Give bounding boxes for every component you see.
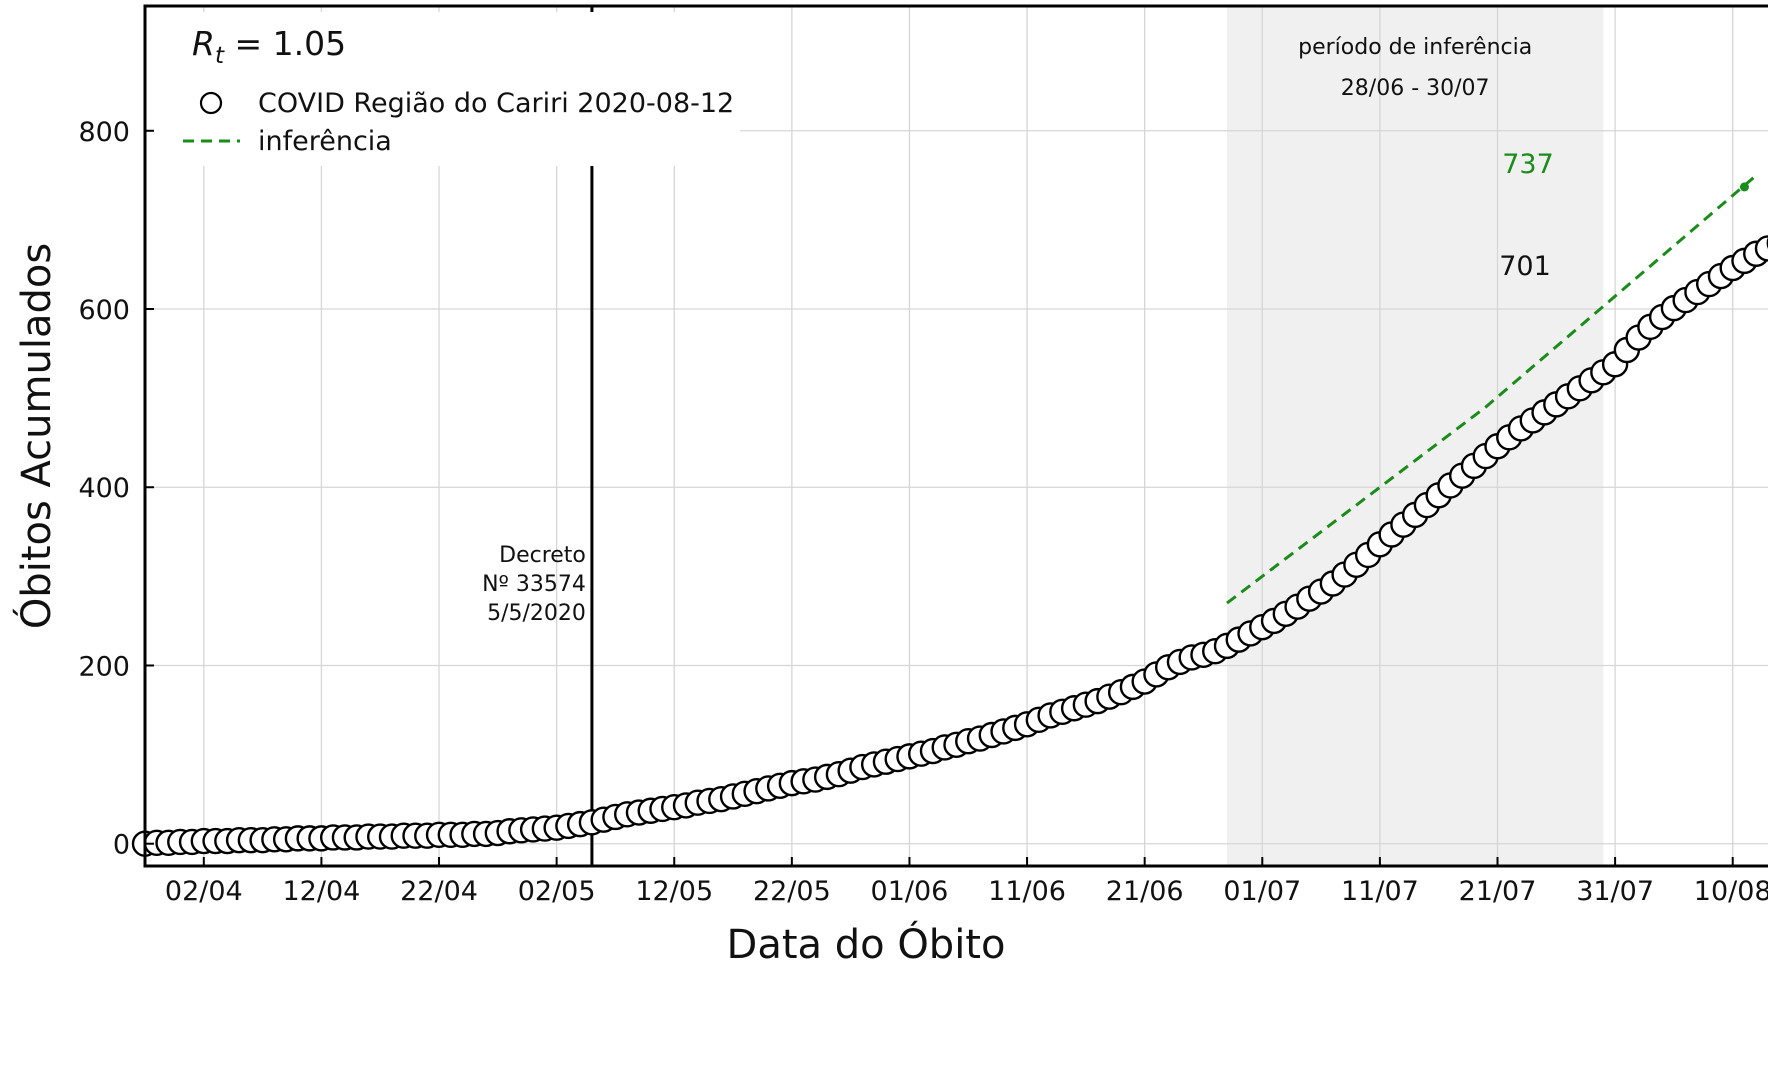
legend-box [152, 12, 740, 166]
inference-end-marker [1739, 182, 1749, 192]
decree-label: 5/5/2020 [487, 601, 586, 626]
x-tick-label: 12/05 [635, 876, 713, 907]
x-tick-label: 01/06 [871, 876, 949, 907]
legend-marker-observed [199, 91, 223, 115]
y-axis-title: Óbitos Acumulados [12, 243, 60, 629]
rt-annotation: Rt = 1.05 [192, 24, 346, 69]
x-tick-label: 12/04 [283, 876, 361, 907]
inference-line [1226, 174, 1758, 605]
y-tick-label: 800 [78, 117, 130, 148]
decree-label: Nº 33574 [482, 572, 586, 597]
x-tick-label: 10/08 [1694, 876, 1768, 907]
decree-label: Decreto [499, 543, 586, 568]
x-tick-label: 02/05 [518, 876, 596, 907]
y-tick-label: 600 [78, 295, 130, 326]
x-tick-label: 22/04 [400, 876, 478, 907]
x-tick-label: 02/04 [165, 876, 243, 907]
inference-period-dates: 28/06 - 30/07 [1341, 76, 1490, 101]
x-tick-label: 31/07 [1576, 876, 1654, 907]
x-tick-label: 21/06 [1106, 876, 1184, 907]
y-tick-label: 200 [78, 651, 130, 682]
observed-end-label: 701 [1499, 251, 1551, 282]
y-tick-label: 400 [78, 473, 130, 504]
inference-end-label: 737 [1502, 149, 1554, 180]
x-tick-label: 01/07 [1223, 876, 1301, 907]
legend-label-inference: inferência [258, 126, 392, 157]
x-tick-label: 21/07 [1459, 876, 1537, 907]
x-tick-label: 11/07 [1341, 876, 1419, 907]
data-point [1754, 235, 1768, 262]
x-axis-title: Data do Óbito [727, 920, 1006, 968]
x-tick-label: 22/05 [753, 876, 831, 907]
legend-label-observed: COVID Região do Cariri 2020-08-12 [258, 88, 734, 119]
inference-period-span [1227, 6, 1604, 866]
x-tick-label: 11/06 [988, 876, 1066, 907]
plot-frame [143, 4, 1768, 868]
inference-period-label: período de inferência [1298, 35, 1532, 60]
y-tick-label: 0 [113, 830, 130, 861]
